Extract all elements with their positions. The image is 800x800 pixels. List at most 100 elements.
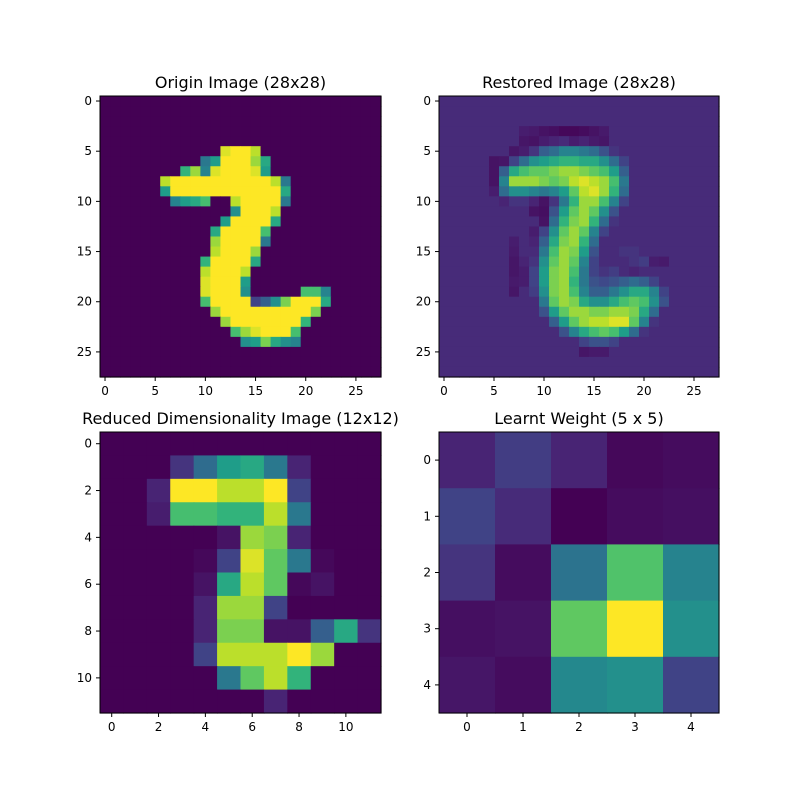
heatmap-cell xyxy=(479,146,490,157)
heatmap-cell xyxy=(479,276,490,288)
heatmap-cell xyxy=(509,96,520,107)
heatmap-cell xyxy=(479,206,490,218)
heatmap-cell xyxy=(210,146,222,157)
heatmap-cell xyxy=(280,206,292,218)
heatmap-cell xyxy=(549,236,560,248)
heatmap-cell xyxy=(120,276,131,288)
heatmap-cell xyxy=(160,196,171,207)
heatmap-cell xyxy=(150,316,161,328)
heatmap-cell xyxy=(270,226,282,238)
heatmap-cell xyxy=(210,176,222,187)
heatmap-cell xyxy=(529,246,540,258)
heatmap-cell xyxy=(689,306,700,318)
heatmap-cell xyxy=(190,106,201,117)
heatmap-cell xyxy=(489,116,500,127)
heatmap-cell xyxy=(489,326,500,338)
heatmap-cell xyxy=(220,216,232,228)
heatmap-cell xyxy=(190,306,201,318)
heatmap-cell xyxy=(469,176,480,187)
heatmap-cell xyxy=(699,296,710,308)
heatmap-cell xyxy=(679,336,690,348)
heatmap-cell xyxy=(190,226,201,238)
heatmap-cell xyxy=(589,236,600,248)
heatmap-cell xyxy=(709,116,720,127)
heatmap-cell xyxy=(240,666,265,691)
heatmap-cell xyxy=(709,156,720,167)
heatmap-cell xyxy=(499,216,510,228)
heatmap-cell xyxy=(449,166,460,177)
heatmap-cell xyxy=(320,156,332,167)
heatmap-cell xyxy=(479,336,490,348)
heatmap-cell xyxy=(110,276,121,288)
heatmap-cell xyxy=(569,156,580,167)
heatmap-cell xyxy=(449,336,460,348)
heatmap-cell xyxy=(287,432,312,457)
heatmap-cell xyxy=(130,276,141,288)
heatmap-cell xyxy=(260,126,272,137)
heatmap-cell xyxy=(250,176,262,187)
heatmap-cell xyxy=(539,166,550,177)
heatmap-cell xyxy=(263,619,288,644)
heatmap-cell xyxy=(170,286,181,298)
heatmap-cell xyxy=(519,206,530,218)
heatmap-cell xyxy=(350,176,362,187)
heatmap-cell xyxy=(609,146,620,157)
heatmap-cell xyxy=(310,346,322,358)
heatmap-cell xyxy=(579,296,590,308)
heatmap-cell xyxy=(579,266,590,278)
heatmap-cell xyxy=(120,216,131,228)
heatmap-cell xyxy=(300,166,312,177)
heatmap-cell xyxy=(260,156,272,167)
heatmap-cell xyxy=(217,619,242,644)
heatmap-cell xyxy=(689,246,700,258)
heatmap-cell xyxy=(350,356,362,368)
heatmap-cell xyxy=(699,196,710,207)
heatmap-cell xyxy=(669,356,680,368)
heatmap-cell xyxy=(170,276,181,288)
heatmap-cell xyxy=(549,226,560,238)
heatmap-cell xyxy=(180,266,191,278)
heatmap-cell xyxy=(539,96,550,107)
heatmap-cell xyxy=(170,356,181,368)
heatmap-cell xyxy=(130,166,141,177)
heatmap-cell xyxy=(519,96,530,107)
heatmap-cell xyxy=(240,595,265,620)
heatmap-cell xyxy=(599,366,610,378)
heatmap-cell xyxy=(669,296,680,308)
heatmap-cell xyxy=(180,316,191,328)
heatmap-cell xyxy=(334,619,359,644)
heatmap-cell xyxy=(220,226,232,238)
heatmap-cell xyxy=(123,478,148,503)
heatmap-cell xyxy=(110,356,121,368)
heatmap-cell xyxy=(639,186,650,197)
heatmap-cell xyxy=(240,286,252,298)
heatmap-cell xyxy=(330,226,342,238)
heatmap-cell xyxy=(649,326,660,338)
heatmap-cell xyxy=(519,346,530,358)
heatmap-cell xyxy=(619,116,630,127)
heatmap-cell xyxy=(551,600,608,658)
heatmap-cells xyxy=(100,96,382,378)
heatmap-cell xyxy=(579,286,590,298)
heatmap-cell xyxy=(370,226,382,238)
heatmap-cell xyxy=(100,136,111,147)
heatmap-cell xyxy=(479,296,490,308)
heatmap-cell xyxy=(509,306,520,318)
heatmap-cell xyxy=(170,455,195,480)
heatmap-cell xyxy=(110,206,121,218)
heatmap-cell xyxy=(699,156,710,167)
heatmap-cell xyxy=(320,106,332,117)
heatmap-cell xyxy=(150,116,161,127)
heatmap-cell xyxy=(669,276,680,288)
heatmap-cell xyxy=(370,146,382,157)
heatmap-cell xyxy=(193,642,218,667)
heatmap-cell xyxy=(529,286,540,298)
heatmap-cell xyxy=(180,196,191,207)
heatmap-cell xyxy=(140,106,151,117)
heatmap-cell xyxy=(669,306,680,318)
heatmap-cell xyxy=(360,266,372,278)
heatmap-cell xyxy=(290,336,302,348)
heatmap-cell xyxy=(479,176,490,187)
heatmap-cell xyxy=(310,196,322,207)
heatmap-cell xyxy=(659,136,670,147)
